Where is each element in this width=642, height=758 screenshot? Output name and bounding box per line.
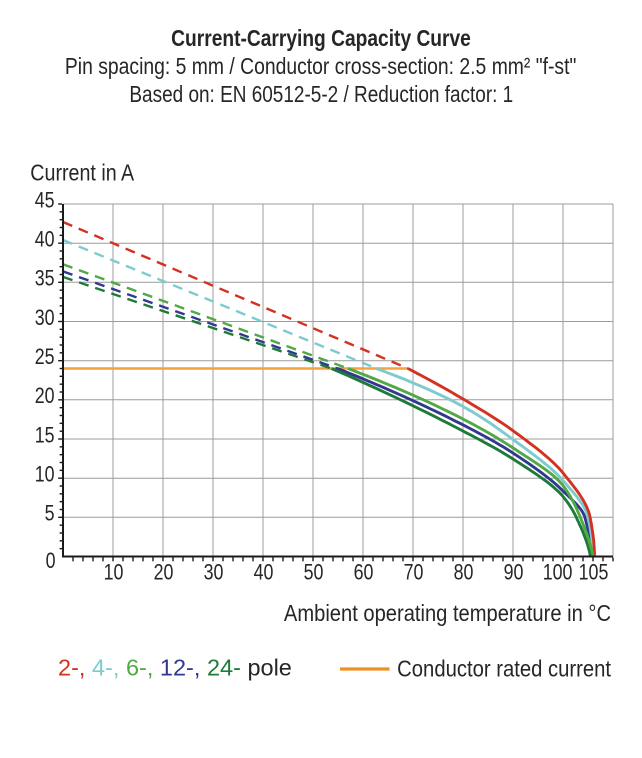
- svg-text:35: 35: [35, 267, 55, 291]
- svg-text:5: 5: [45, 502, 55, 526]
- svg-text:0: 0: [46, 549, 56, 573]
- svg-text:Current-Carrying Capacity Curv: Current-Carrying Capacity Curve: [171, 26, 471, 51]
- svg-text:Conductor rated current: Conductor rated current: [397, 655, 611, 682]
- svg-text:25: 25: [35, 345, 55, 369]
- svg-text:Current in A: Current in A: [30, 160, 135, 186]
- svg-text:2-, 4-, 6-, 12-, 24- pole: 2-, 4-, 6-, 12-, 24- pole: [58, 655, 292, 681]
- svg-text:20: 20: [154, 561, 174, 585]
- svg-text:40: 40: [254, 561, 274, 585]
- svg-text:70: 70: [404, 561, 424, 585]
- svg-text:10: 10: [104, 561, 124, 585]
- svg-text:Based on: EN 60512-5-2 / Reduc: Based on: EN 60512-5-2 / Reduction facto…: [129, 82, 513, 107]
- svg-text:100: 100: [543, 561, 573, 585]
- svg-text:40: 40: [35, 228, 55, 252]
- svg-text:60: 60: [354, 561, 374, 585]
- svg-text:20: 20: [35, 385, 55, 409]
- svg-text:50: 50: [304, 561, 324, 585]
- svg-text:45: 45: [35, 189, 55, 213]
- svg-text:30: 30: [35, 306, 55, 330]
- svg-text:80: 80: [454, 561, 474, 585]
- svg-text:90: 90: [504, 561, 524, 585]
- svg-text:15: 15: [35, 424, 55, 448]
- svg-text:105: 105: [579, 561, 609, 585]
- svg-text:30: 30: [204, 561, 224, 585]
- svg-text:10: 10: [35, 463, 55, 487]
- svg-text:Pin spacing: 5 mm / Conductor: Pin spacing: 5 mm / Conductor cross-sect…: [65, 53, 576, 79]
- svg-text:Ambient operating temperature: Ambient operating temperature in °C: [284, 600, 611, 627]
